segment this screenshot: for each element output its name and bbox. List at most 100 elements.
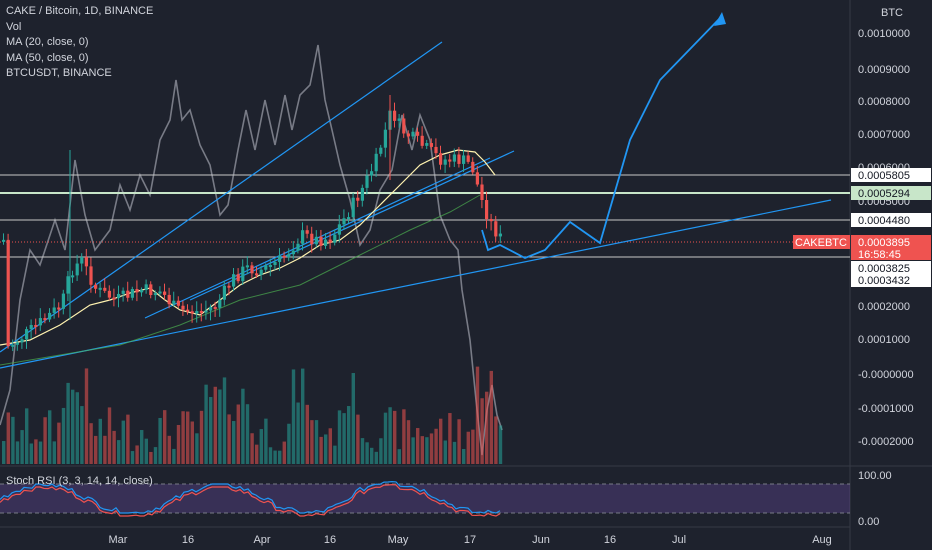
- volume-bar: [158, 417, 162, 464]
- candle: [144, 284, 148, 290]
- candle: [140, 289, 144, 293]
- volume-bar: [126, 414, 130, 464]
- level-badge: [851, 261, 931, 275]
- candle: [420, 135, 424, 146]
- ma20-indicator-label[interactable]: MA (20, close, 0): [6, 36, 89, 48]
- volume-bar: [66, 382, 70, 464]
- candle: [383, 129, 387, 148]
- volume-bar: [75, 392, 79, 464]
- level-badge: [851, 273, 931, 287]
- volume-bar: [406, 420, 411, 464]
- volume-bar: [149, 451, 153, 464]
- candle: [107, 290, 111, 298]
- volume-bar: [462, 448, 466, 464]
- volume-bar: [107, 407, 112, 464]
- price-axis-currency: BTC: [881, 7, 903, 19]
- volume-bar: [457, 419, 461, 464]
- volume-bar: [471, 429, 475, 464]
- volume-bar: [443, 440, 447, 464]
- candle: [291, 250, 295, 255]
- volume-bar: [209, 397, 213, 464]
- candle: [130, 289, 134, 298]
- volume-bar: [241, 388, 245, 464]
- level-badge-value: 0.0004480: [858, 215, 910, 227]
- volume-bar: [429, 433, 434, 464]
- candle: [278, 255, 282, 262]
- volume-bar: [411, 437, 415, 464]
- price-axis-tick: -0.0000000: [858, 369, 914, 381]
- volume-bar: [236, 404, 240, 464]
- candle: [112, 297, 116, 300]
- level-badge: [851, 168, 931, 182]
- volume-bar: [98, 418, 102, 464]
- volume-bar: [480, 398, 484, 464]
- symbol-badge-label: CAKEBTC: [795, 237, 847, 249]
- candle: [319, 236, 323, 246]
- candle: [84, 257, 88, 267]
- symbol-badge: [793, 235, 850, 249]
- volume-bar: [227, 414, 231, 464]
- candle: [287, 254, 291, 258]
- candle: [374, 153, 378, 172]
- volume-bar: [365, 442, 369, 464]
- ma50-indicator-label[interactable]: MA (50, close, 0): [6, 51, 89, 64]
- volume-bar: [167, 435, 171, 464]
- volume-bar: [80, 406, 84, 464]
- symbol-title[interactable]: CAKE / Bitcoin, 1D, BINANCE: [6, 5, 154, 17]
- candle: [282, 255, 286, 258]
- candle: [66, 276, 70, 294]
- volume-bar: [494, 416, 498, 464]
- candle: [365, 175, 369, 188]
- time-axis-tick: 16: [324, 534, 336, 546]
- candle: [172, 300, 176, 305]
- volume-bar: [52, 441, 56, 464]
- candle: [75, 263, 79, 276]
- candle: [310, 233, 314, 245]
- stoch-rsi-label[interactable]: Stoch RSI (3, 3, 14, 14, close): [6, 475, 153, 487]
- time-axis-tick: Aug: [812, 534, 832, 546]
- volume-bar: [25, 408, 29, 464]
- candle: [186, 309, 190, 312]
- level-badge: [851, 213, 931, 227]
- volume-bar: [278, 450, 282, 464]
- candle: [305, 230, 309, 234]
- volume-bar: [89, 423, 93, 464]
- candle: [347, 217, 351, 220]
- volume-bar: [314, 420, 319, 464]
- volume-bar: [356, 414, 360, 464]
- candle: [489, 219, 493, 222]
- volume-bar: [245, 404, 250, 464]
- candle: [411, 131, 415, 137]
- volume-bar: [94, 435, 98, 464]
- candle: [250, 265, 254, 274]
- volume-bar: [112, 430, 116, 464]
- volume-bar: [259, 429, 263, 464]
- price-axis-tick: 0.0001000: [858, 334, 910, 346]
- candle: [443, 159, 447, 165]
- candle: [199, 311, 203, 314]
- volume-bar: [370, 447, 374, 464]
- candle: [324, 239, 328, 246]
- candle: [117, 293, 121, 299]
- price-axis-tick: 0.0002000: [858, 301, 910, 313]
- volume-bar: [337, 410, 342, 464]
- candle: [61, 293, 65, 309]
- volume-indicator-label[interactable]: Vol: [6, 20, 22, 33]
- volume-bar: [296, 402, 300, 464]
- volume-bar: [393, 410, 397, 464]
- volume-bar: [420, 436, 424, 464]
- candle: [370, 171, 374, 176]
- btcusdt-compare-label[interactable]: BTCUSDT, BINANCE: [6, 67, 112, 79]
- price-axis-tick: 0.0007000: [858, 129, 910, 141]
- stoch-rsi-d-line: [0, 484, 501, 517]
- candle: [232, 274, 236, 287]
- price-axis-tick: 0.0009000: [858, 64, 910, 76]
- candle: [273, 261, 277, 265]
- price-axis-tick: -0.0002000: [858, 436, 914, 448]
- level-badge: [851, 186, 931, 200]
- volume-bar: [218, 389, 222, 464]
- price-axis-tick: -0.0001000: [858, 403, 914, 415]
- time-axis-tick: 16: [182, 534, 194, 546]
- projection-arrowhead: [714, 12, 726, 26]
